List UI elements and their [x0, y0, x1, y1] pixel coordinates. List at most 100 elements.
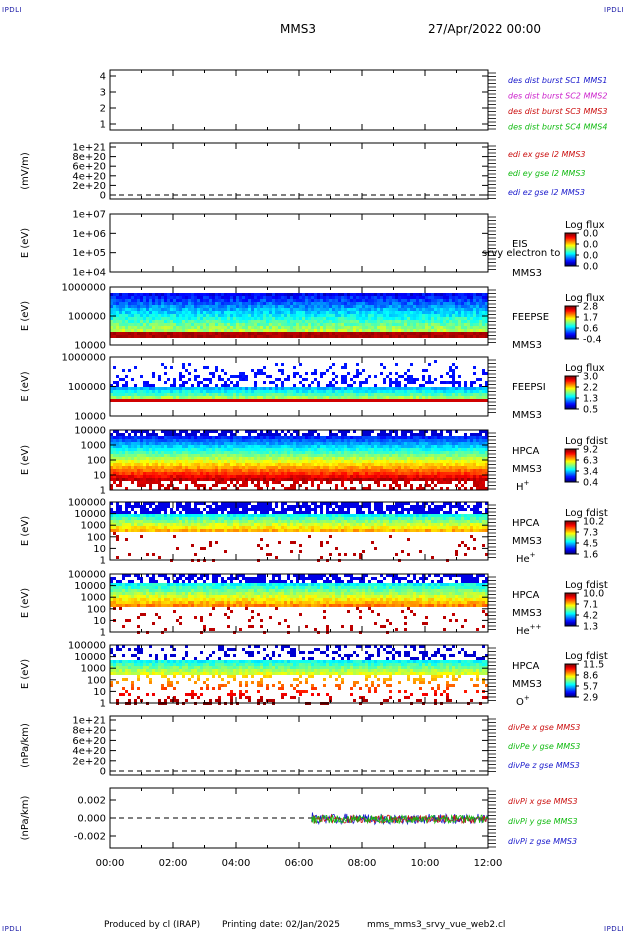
legend-p1-1: des dist burst SC2 MMS2 — [508, 92, 607, 101]
colorbar-tick-p6-3: 0.4 — [583, 478, 598, 489]
ytick-label-p5-2: 1000000 — [61, 353, 106, 364]
colorbar-tick-p3-2: 0.0 — [583, 251, 598, 262]
ytick-label-p6-2: 100 — [87, 456, 106, 467]
ytick-label-p10-0: 0 — [100, 767, 106, 778]
colorbar-tick-p9-1: 8.6 — [583, 671, 598, 682]
colorbar-tick-p6-1: 6.3 — [583, 456, 598, 467]
page-date: 27/Apr/2022 00:00 — [428, 22, 542, 36]
ytick-label-p10-3: 6e+20 — [72, 736, 106, 747]
colorbar-tick-p8-2: 4.2 — [583, 611, 598, 622]
colorbar-title-p6: Log fdist — [565, 436, 608, 447]
panel-p5: 10000 100000 1000000 E (eV) FEEPSI MMS3 Log fl… — [20, 353, 605, 423]
panel-frame-p1 — [109, 69, 489, 131]
legend-p1-2: des dist burst SC3 MMS3 — [508, 107, 607, 116]
ylabel-p8: E (eV) — [20, 588, 31, 618]
colorbar-tick-p4-3: -0.4 — [583, 335, 602, 346]
ytick-label-p5-1: 100000 — [68, 382, 106, 393]
colorbar-tick-p6-2: 3.4 — [583, 467, 598, 478]
ytick-label-p3-3: 1e+07 — [72, 210, 106, 221]
footer-printing-date: Printing date: 02/Jan/2025 — [222, 920, 340, 930]
page-title: MMS3 — [280, 22, 316, 36]
colorbar-title-p7: Log fdist — [565, 508, 608, 519]
ytick-label-p4-0: 10000 — [74, 341, 106, 352]
ytick-label-p7-0: 1 — [100, 556, 106, 567]
instrument-species-p9: O+ — [516, 694, 530, 708]
colorbar-tick-p7-2: 4.5 — [583, 539, 598, 550]
colorbar-tick-p5-3: 0.5 — [583, 405, 598, 416]
panel-frame-p3 — [109, 213, 489, 273]
colorbar-tick-p8-3: 1.3 — [583, 622, 598, 633]
panel-p1: 1 2 3 4 des dist burst SC1 MMS1 des dist burs… — [100, 69, 607, 132]
colorbar-tick-p6-0: 9.2 — [583, 445, 598, 456]
ytick-label-p7-4: 10000 — [74, 509, 106, 520]
corner-label-top-left: IPDLI — [2, 6, 23, 14]
footer-produced-by: Produced by cl (IRAP) — [104, 920, 201, 930]
colorbar-title-p8: Log fdist — [565, 580, 608, 591]
colorbar-p5 — [564, 375, 579, 410]
ytick-label-p10-5: 1e+21 — [72, 716, 106, 727]
ytick-label-p8-4: 10000 — [74, 581, 106, 592]
instrument-label-p5-0: FEEPSI — [512, 382, 546, 393]
colorbar-p4 — [564, 305, 579, 340]
panel-frame-p10 — [109, 715, 489, 776]
legend-p11-2: divPi z gse MMS3 — [508, 837, 577, 846]
ytick-label-p1-0: 1 — [100, 120, 106, 131]
instrument-species-p7: He+ — [516, 551, 536, 565]
ylabel-p2: (mV/m) — [20, 152, 31, 190]
ytick-label-p7-5: 100000 — [68, 498, 106, 509]
xtick-label-0: 00:00 — [96, 858, 125, 869]
ytick-label-p8-3: 1000 — [81, 593, 106, 604]
corner-label-bottom-left: IPDLI — [2, 925, 23, 933]
xtick-label-5: 10:00 — [411, 858, 440, 869]
ytick-label-p10-2: 4e+20 — [72, 746, 106, 757]
ytick-label-p9-3: 1000 — [81, 664, 106, 675]
legend-p10-1: divPe y gse MMS3 — [508, 742, 580, 751]
colorbar-tick-p3-0: 0.0 — [583, 229, 598, 240]
heatmap-cells-p7 — [110, 502, 488, 562]
colorbar-title-p3: Log flux — [565, 220, 605, 231]
instrument-label-p7-1: MMS3 — [512, 536, 542, 547]
colorbar-tick-p4-1: 1.7 — [583, 313, 598, 324]
ytick-label-p8-2: 100 — [87, 604, 106, 615]
instrument-species-p6: H+ — [516, 479, 530, 493]
ytick-label-p6-4: 10000 — [74, 426, 106, 437]
colorbar-tick-p4-2: 0.6 — [583, 324, 598, 335]
xtick-label-2: 04:00 — [222, 858, 251, 869]
instrument-label-p3-0: EIS — [512, 239, 528, 250]
legend-p10-0: divPe x gse MMS3 — [508, 723, 580, 732]
heatmap-cells-p6 — [110, 430, 488, 490]
ytick-label-p7-3: 1000 — [81, 521, 106, 532]
colorbar-tick-p5-1: 2.2 — [583, 383, 598, 394]
footer-file: mms_mms3_srvy_vue_web2.cl — [367, 920, 506, 930]
panel-p3: 1e+04 1e+05 1e+06 1e+07 E (eV) EIS MMS3 srvy el… — [20, 210, 605, 280]
ylabel-p3: E (eV) — [20, 228, 31, 258]
ytick-label-p6-1: 10 — [93, 471, 106, 482]
ytick-label-p9-0: 1 — [100, 699, 106, 710]
instrument-label-p3-1: MMS3 — [512, 268, 542, 279]
legend-p1-0: des dist burst SC1 MMS1 — [508, 76, 607, 85]
colorbar-tick-p5-0: 3.0 — [583, 372, 598, 383]
ytick-label-p7-2: 100 — [87, 532, 106, 543]
colorbar-tick-p3-3: 0.0 — [583, 262, 598, 273]
colorbar-tick-p7-0: 10.2 — [583, 517, 604, 528]
instrument-label-p8-0: HPCA — [512, 590, 540, 601]
overlay-text-p3: srvy electron to — [482, 248, 560, 259]
colorbar-p8 — [564, 592, 579, 627]
ytick-label-p1-3: 4 — [100, 72, 106, 83]
instrument-label-p4-1: MMS3 — [512, 340, 542, 351]
ytick-label-p3-1: 1e+05 — [72, 248, 106, 259]
ylabel-p7: E (eV) — [20, 516, 31, 546]
trace-2-p11 — [311, 813, 488, 825]
heatmap-cells-p9 — [110, 645, 488, 705]
legend-p2-1: edi ey gse l2 MMS3 — [508, 169, 586, 178]
instrument-label-p9-1: MMS3 — [512, 679, 542, 690]
colorbar-tick-p4-0: 2.8 — [583, 302, 598, 313]
heatmap-cells-p4 — [110, 293, 488, 338]
colorbar-tick-p8-0: 10.0 — [583, 589, 604, 600]
ytick-label-p9-4: 10000 — [74, 652, 106, 663]
ytick-label-p2-5: 1e+21 — [72, 143, 106, 154]
ytick-label-p7-1: 10 — [93, 544, 106, 555]
